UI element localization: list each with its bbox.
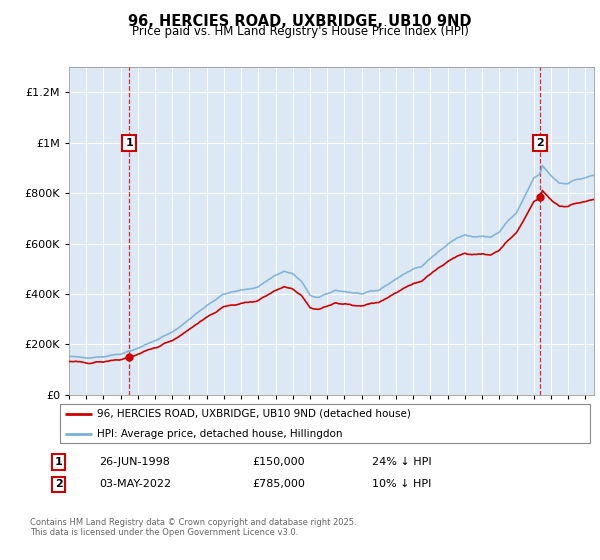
Text: Contains HM Land Registry data © Crown copyright and database right 2025.
This d: Contains HM Land Registry data © Crown c…	[30, 518, 356, 538]
Text: 1: 1	[125, 138, 133, 148]
Text: 2: 2	[55, 479, 62, 489]
Text: 96, HERCIES ROAD, UXBRIDGE, UB10 9ND (detached house): 96, HERCIES ROAD, UXBRIDGE, UB10 9ND (de…	[97, 409, 411, 419]
Text: 96, HERCIES ROAD, UXBRIDGE, UB10 9ND: 96, HERCIES ROAD, UXBRIDGE, UB10 9ND	[128, 14, 472, 29]
Text: 24% ↓ HPI: 24% ↓ HPI	[372, 457, 431, 467]
Text: £785,000: £785,000	[252, 479, 305, 489]
Text: Price paid vs. HM Land Registry's House Price Index (HPI): Price paid vs. HM Land Registry's House …	[131, 25, 469, 38]
FancyBboxPatch shape	[59, 404, 590, 443]
Text: 10% ↓ HPI: 10% ↓ HPI	[372, 479, 431, 489]
Text: 1: 1	[55, 457, 62, 467]
Text: £150,000: £150,000	[252, 457, 305, 467]
Text: HPI: Average price, detached house, Hillingdon: HPI: Average price, detached house, Hill…	[97, 428, 343, 438]
Text: 2: 2	[536, 138, 544, 148]
Text: 26-JUN-1998: 26-JUN-1998	[99, 457, 170, 467]
Text: 03-MAY-2022: 03-MAY-2022	[99, 479, 171, 489]
